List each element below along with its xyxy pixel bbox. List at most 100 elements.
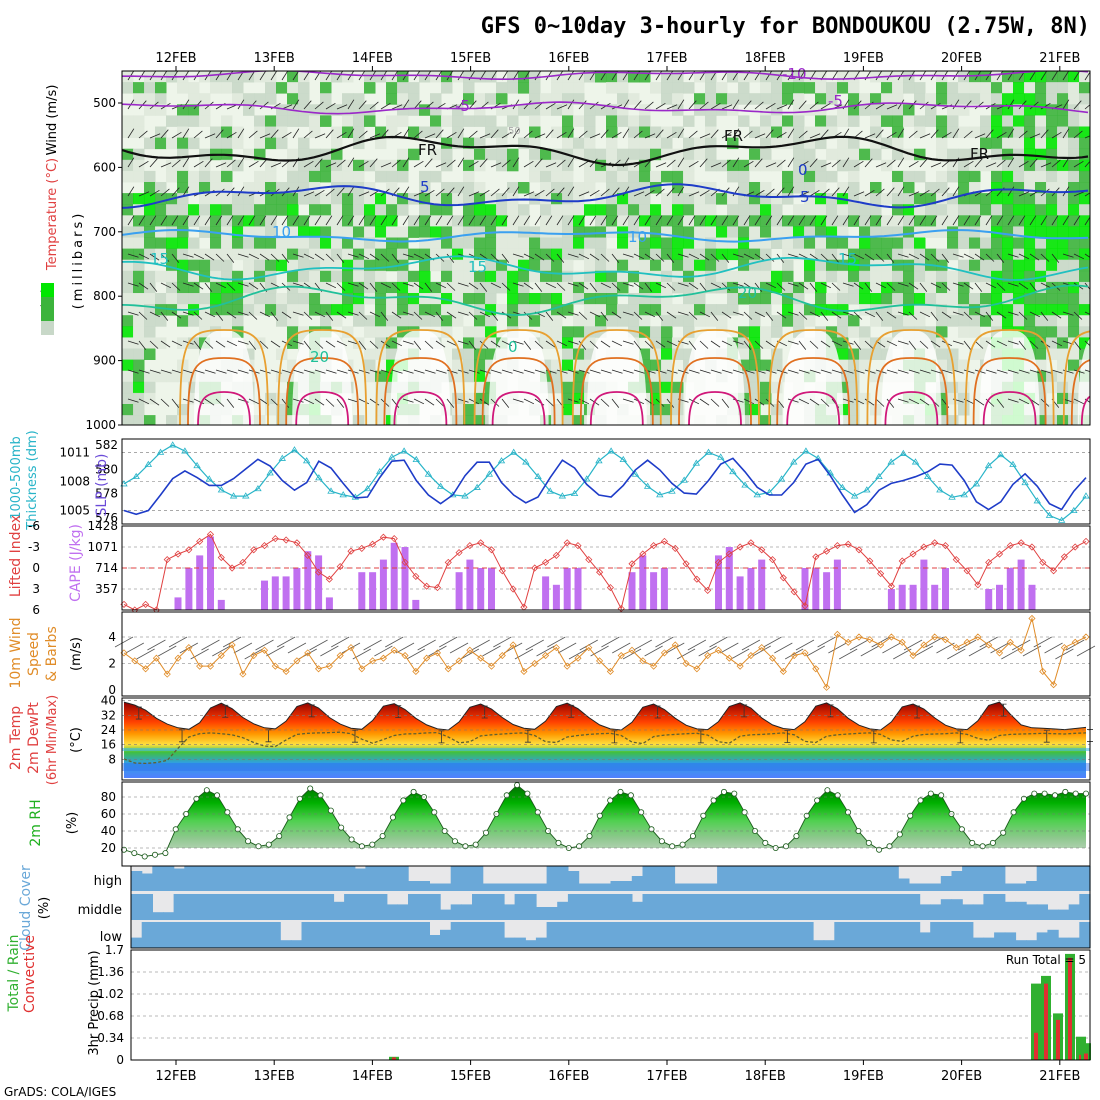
wind-barb [644, 215, 652, 226]
rh-cell [1068, 248, 1080, 261]
wind-barb [589, 282, 598, 292]
rh-cell [672, 348, 684, 360]
rh-cell [540, 281, 552, 294]
rh-cell [628, 115, 640, 127]
thickness-point [753, 491, 761, 498]
rh-cell [595, 326, 607, 338]
rh-cell [562, 237, 574, 249]
wind-barb [963, 160, 974, 168]
wind-barb [303, 100, 312, 110]
rh-cell [793, 226, 805, 238]
rh-cell [375, 71, 387, 83]
dry-pocket [881, 330, 942, 425]
rh2m-point [255, 843, 262, 850]
wind-barb [1073, 340, 1082, 350]
wind-barb [292, 128, 300, 139]
rh-cell [826, 237, 838, 249]
rh-cell [298, 248, 310, 261]
temperature-contour [122, 284, 1089, 316]
wind-point [909, 651, 917, 660]
rh-cell [947, 226, 959, 238]
wind-barb [721, 215, 729, 226]
wind-barb [1029, 253, 1040, 261]
rh-cell [562, 71, 574, 83]
wind-barb [1018, 282, 1029, 290]
rh-cell [441, 115, 453, 127]
rh-cell [474, 248, 486, 261]
rh-cell [353, 259, 365, 272]
lifted-index-point [466, 542, 474, 550]
rh-cell [540, 204, 552, 216]
rh-cell [716, 304, 728, 316]
thickness-point [680, 476, 688, 483]
rh-cell [276, 404, 288, 416]
wind-barb [831, 340, 843, 347]
rh-cell [980, 137, 992, 150]
rh-cell [771, 137, 783, 150]
wind-barb [809, 369, 821, 374]
rh2m-point [627, 792, 634, 799]
rh-cell [672, 337, 684, 349]
rh-cell [463, 182, 475, 194]
cloud-cell-middle [141, 894, 153, 920]
rh-cell [738, 159, 750, 172]
wind-barb [556, 311, 567, 319]
rh2m-point [762, 839, 769, 846]
rh-cell [980, 237, 992, 249]
rh-cell [474, 281, 486, 294]
rh-cell [1035, 104, 1047, 116]
rh-cell [254, 137, 266, 150]
cloud-cell-low [269, 922, 281, 948]
rh-cell [386, 115, 398, 127]
cape-bar [455, 572, 463, 610]
rh-cell [1057, 326, 1069, 338]
cloud-cell-low [685, 922, 697, 948]
rh-cell [364, 259, 376, 272]
rh-cell [1068, 137, 1080, 150]
cloud-cell-high [280, 866, 292, 891]
lifted-index-point [747, 539, 755, 547]
lifted-index-point [174, 550, 182, 558]
wind-barb [787, 398, 799, 403]
rh-cell [793, 315, 805, 327]
rh-cell [936, 248, 948, 261]
thickness-point [911, 458, 920, 465]
cloud-cell-high [759, 866, 771, 891]
wind-barb [1051, 340, 1063, 347]
rh-cell [694, 71, 706, 83]
wind-barb [864, 189, 875, 197]
rh-cell [617, 315, 629, 327]
rh-cell [562, 392, 574, 405]
wind-point [314, 665, 323, 673]
rh-cell [408, 226, 420, 238]
rh-cell [958, 170, 970, 183]
lifted-index-point [379, 533, 387, 541]
rh-cell [298, 215, 310, 227]
wind-barb [435, 282, 447, 289]
rh-cell [265, 392, 277, 405]
rh-cell [760, 270, 772, 283]
wind-barb [457, 128, 465, 139]
rh-cell [1046, 82, 1058, 94]
rh-cell [1002, 159, 1014, 172]
barb-10m [633, 639, 653, 651]
rh-cell [848, 193, 860, 205]
wind-barb [413, 282, 424, 290]
contour-label: 0 [508, 338, 518, 356]
rh-cell [485, 237, 497, 249]
rh-cell [848, 315, 860, 327]
cloud-cell-high [258, 866, 271, 891]
warm-contour [393, 391, 448, 425]
wind-barb [303, 191, 315, 197]
wind-barb [644, 133, 656, 139]
wind-barb [963, 130, 973, 139]
panel-ylabel: Thickness (dm) [25, 430, 40, 530]
rh-cell [969, 226, 981, 238]
wind-barb [996, 71, 1004, 81]
rh2m-line [123, 784, 1086, 857]
rh-cell [727, 248, 739, 261]
rh-cell [749, 159, 761, 172]
wind-barb [446, 369, 458, 374]
rh-cell [562, 137, 574, 150]
